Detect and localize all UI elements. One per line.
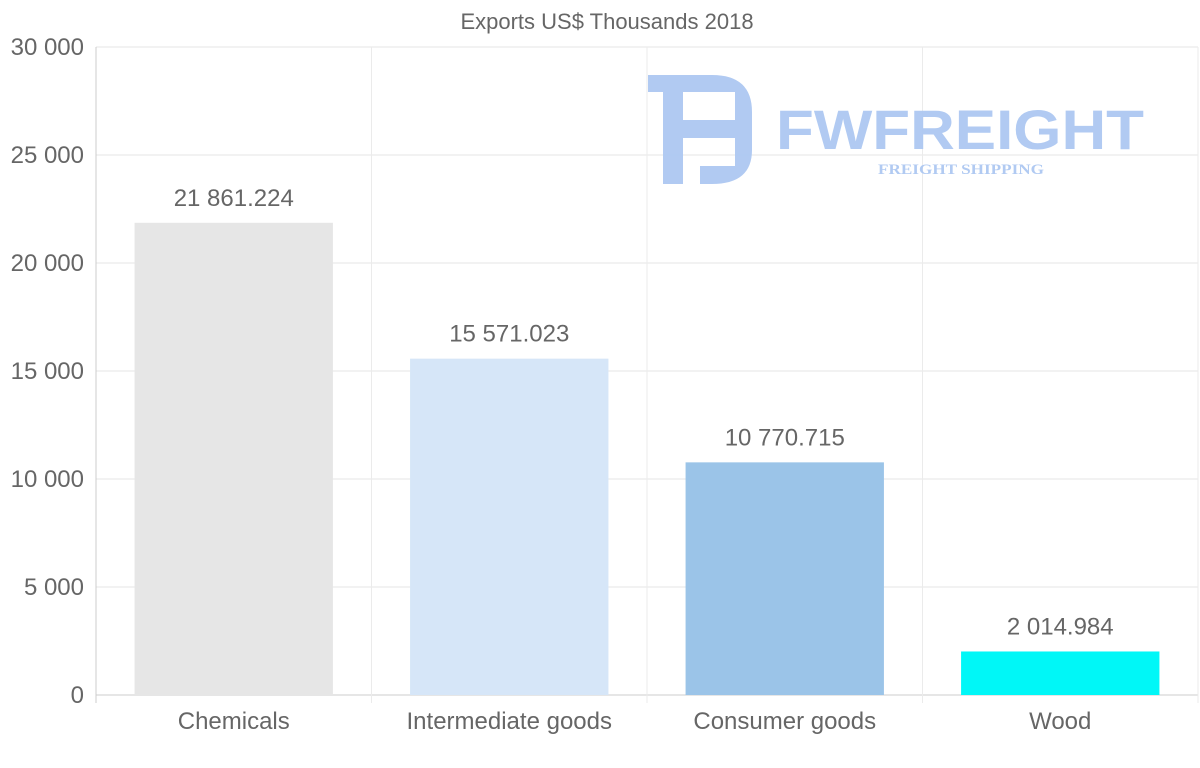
chart-title: Exports US$ Thousands 2018 bbox=[460, 9, 753, 34]
bar-value-label: 10 770.715 bbox=[725, 424, 845, 451]
bar-value-label: 21 861.224 bbox=[174, 185, 294, 212]
x-tick-label: Chemicals bbox=[178, 708, 290, 735]
bars: 21 861.224 15 571.023 10 770.715 2 014.984 bbox=[134, 185, 1160, 696]
bar-value-label: 15 571.023 bbox=[449, 321, 569, 348]
y-tick-label: 0 bbox=[71, 682, 84, 709]
y-tick-label: 5 000 bbox=[24, 574, 84, 601]
watermark-brand: FWFREIGHT bbox=[776, 98, 1144, 161]
bar-intermediate-goods bbox=[410, 358, 609, 695]
fwfreight-watermark: FWFREIGHT FREIGHT SHIPPING bbox=[648, 75, 1144, 184]
bar-value-label: 2 014.984 bbox=[1007, 613, 1114, 640]
x-tick-label: Wood bbox=[1029, 708, 1091, 735]
fwfreight-logo-icon bbox=[648, 75, 752, 184]
y-tick-label: 30 000 bbox=[11, 34, 84, 61]
y-tick-label: 25 000 bbox=[11, 142, 84, 169]
axes: 0 5 000 10 000 15 000 20 000 25 000 30 000 Chem… bbox=[11, 34, 1092, 735]
y-tick-label: 15 000 bbox=[11, 358, 84, 385]
x-tick-label: Consumer goods bbox=[693, 708, 876, 735]
watermark-tagline: FREIGHT SHIPPING bbox=[878, 162, 1044, 178]
bar-wood bbox=[961, 651, 1160, 695]
y-tick-label: 20 000 bbox=[11, 250, 84, 277]
bar-chemicals bbox=[134, 222, 333, 696]
x-tick-label: Intermediate goods bbox=[407, 708, 612, 735]
y-tick-label: 10 000 bbox=[11, 466, 84, 493]
bar-consumer-goods bbox=[685, 462, 884, 695]
